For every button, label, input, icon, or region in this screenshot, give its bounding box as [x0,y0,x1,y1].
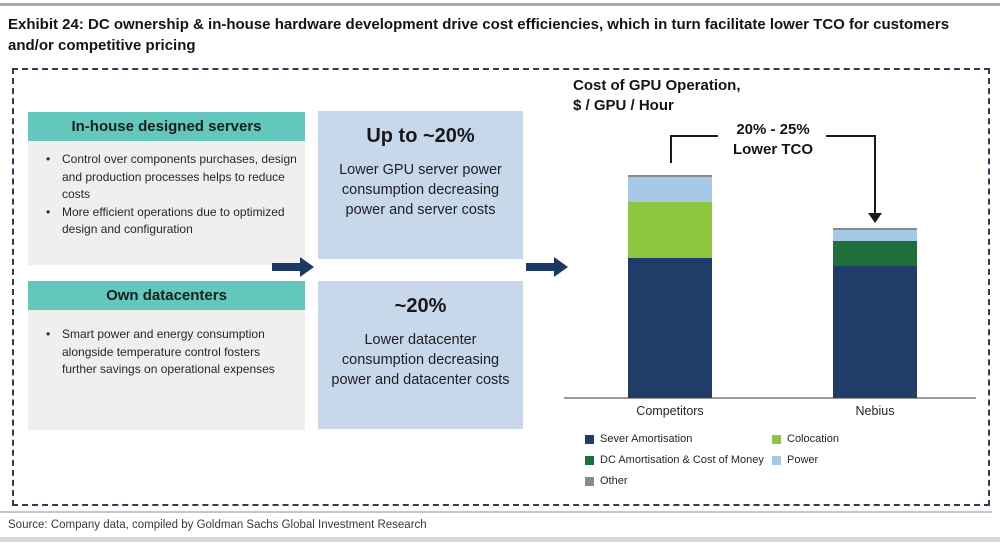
legend-label: Colocation [787,433,839,445]
category-label: Nebius [855,404,895,418]
down-arrow-icon [868,213,882,223]
legend-swatch-icon [772,434,781,444]
panel-header-inhouse-servers: In-house designed servers [28,112,305,141]
exhibit-frame [12,68,990,506]
bracket-arrow-stem [874,135,876,214]
stacked-bar-nebius [833,228,917,398]
chart-title-line1: Cost of GPU Operation, [573,77,741,94]
legend-swatch-icon [585,476,594,486]
callout-box-server-power: Up to ~20% Lower GPU server power consum… [318,111,523,259]
legend-label: DC Amortisation & Cost of Money [600,454,764,466]
legend-item: Power [772,454,839,466]
tco-annotation-line2: Lower TCO [732,141,813,158]
callout-body: Lower datacenter consumption decreasing … [331,332,510,388]
callout-box-datacenter: ~20% Lower datacenter consumption decrea… [318,281,523,429]
page-bottom-strip [0,537,1000,542]
callout-headline: ~20% [394,295,447,317]
top-divider [0,3,1000,6]
legend-label: Other [600,475,628,487]
own-datacenters-bullet-list: Smart power and energy consumption along… [38,326,297,379]
arrow-shaft [526,263,554,271]
bracket-drop-left [670,135,672,163]
callout-body: Lower GPU server power consumption decre… [339,162,502,218]
bullet-item: Smart power and energy consumption along… [38,326,297,379]
bar-segment [628,258,712,398]
panel-body-own-datacenters: Smart power and energy consumption along… [28,310,305,430]
bar-segment [833,241,917,266]
category-label: Competitors [636,404,704,418]
bar-segment [628,175,712,177]
legend-swatch-icon [585,455,594,465]
bar-segment [628,177,712,202]
bar-segment [833,266,917,398]
legend-item: DC Amortisation & Cost of Money [585,454,772,466]
legend-label: Sever Amortisation [600,433,693,445]
bottom-divider [0,511,992,513]
callout-headline: Up to ~20% [366,125,475,147]
arrow-shaft [272,263,300,271]
source-note: Source: Company data, compiled by Goldma… [8,519,427,531]
panel-body-inhouse-servers: Control over components purchases, desig… [28,141,305,265]
chart-title: Cost of GPU Operation, $ / GPU / Hour [573,76,741,116]
legend-label: Power [787,454,819,466]
legend-item: Colocation [772,433,839,445]
legend-swatch-icon [585,434,594,444]
legend-item: Sever Amortisation [585,433,772,445]
bar-segment [833,228,917,230]
chart-legend: Sever Amortisation Colocation DC Amortisat… [585,433,839,487]
chart-title-line2: $ / GPU / Hour [573,97,674,114]
inhouse-servers-bullet-list: Control over components purchases, desig… [38,151,297,239]
x-axis-line [564,397,976,399]
bracket-line-right [826,135,876,137]
tco-annotation-line1: 20% - 25% [736,121,810,138]
legend-swatch-icon [772,455,781,465]
arrow-head [300,257,314,277]
page-title: Exhibit 24: DC ownership & in-house hard… [8,16,950,54]
bar-segment [628,202,712,258]
stacked-bar-competitors [628,175,712,398]
panel-header-own-datacenters: Own datacenters [28,281,305,310]
legend-item: Other [585,475,772,487]
arrow-head [554,257,568,277]
tco-annotation: 20% - 25% Lower TCO [716,120,830,160]
bullet-item: More efficient operations due to optimiz… [38,204,297,239]
bracket-line-left [670,135,718,137]
bar-segment [833,230,917,241]
bullet-item: Control over components purchases, desig… [38,151,297,204]
